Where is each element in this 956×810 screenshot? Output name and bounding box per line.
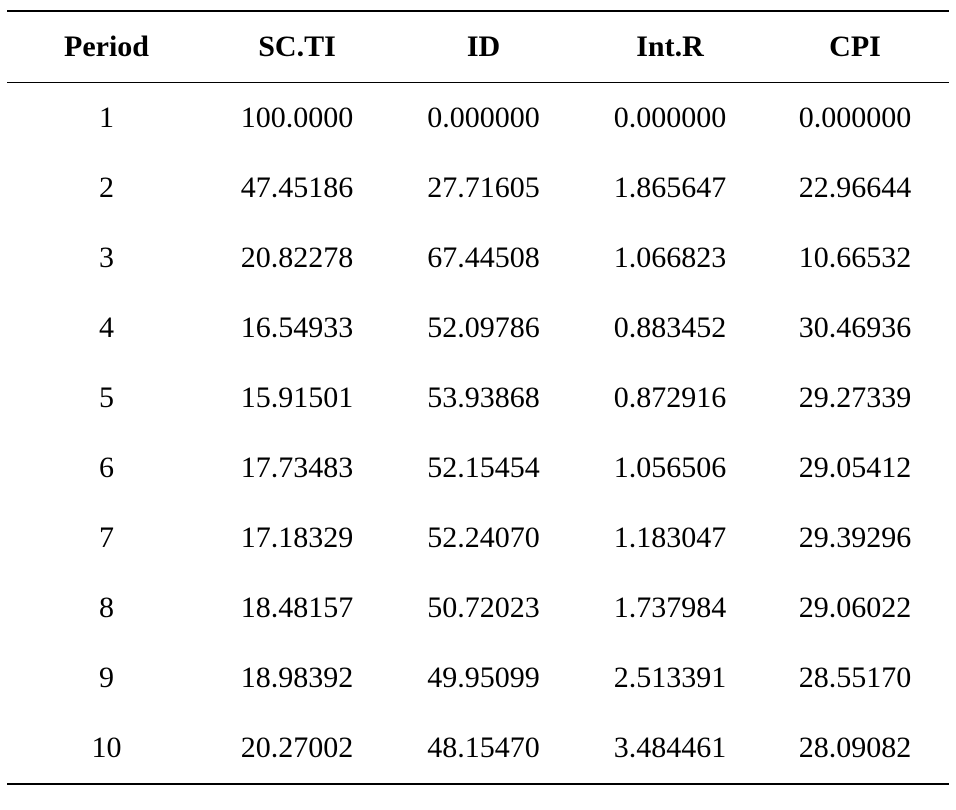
table-row: 5 15.91501 53.93868 0.872916 29.27339 — [7, 363, 949, 433]
cell-period: 8 — [99, 591, 114, 624]
cell-period: 5 — [99, 381, 114, 414]
cell-id: 67.44508 — [427, 241, 540, 274]
cell-id: 50.72023 — [427, 591, 540, 624]
cell-period: 1 — [99, 101, 114, 134]
table-row: 8 18.48157 50.72023 1.737984 29.06022 — [7, 573, 949, 643]
header-int-r: Int.R — [636, 30, 704, 63]
cell-period: 3 — [99, 241, 114, 274]
cell-int-r: 0.000000 — [613, 101, 727, 134]
cell-int-r: 1.066823 — [613, 241, 727, 274]
cell-id: 49.95099 — [427, 661, 540, 694]
header-row: Period SC.TI ID Int.R CPI — [7, 11, 949, 83]
cell-period: 4 — [99, 311, 114, 344]
table-row: 9 18.98392 49.95099 2.513391 28.55170 — [7, 643, 949, 713]
cell-sc-ti: 17.73483 — [240, 451, 354, 484]
header-id: ID — [466, 30, 501, 63]
cell-sc-ti: 18.98392 — [240, 661, 354, 694]
cell-period: 6 — [99, 451, 114, 484]
cell-sc-ti: 15.91501 — [240, 381, 354, 414]
cell-cpi: 29.06022 — [798, 591, 912, 624]
cell-cpi: 22.96644 — [798, 171, 912, 204]
cell-cpi: 29.39296 — [798, 521, 912, 554]
cell-int-r: 2.513391 — [613, 661, 727, 694]
cell-sc-ti: 18.48157 — [240, 591, 354, 624]
header-sc-ti: SC.TI — [258, 30, 336, 63]
variance-decomposition-table: Period SC.TI ID Int.R CPI 1 100.0000 0.0… — [7, 10, 949, 785]
header-period: Period — [64, 30, 149, 63]
cell-int-r: 3.484461 — [613, 731, 727, 764]
cell-int-r: 0.872916 — [613, 381, 727, 414]
cell-int-r: 1.056506 — [613, 451, 727, 484]
cell-period: 7 — [99, 521, 114, 554]
cell-sc-ti: 20.82278 — [240, 241, 354, 274]
cell-sc-ti: 47.45186 — [240, 171, 354, 204]
cell-period: 9 — [99, 661, 114, 694]
cell-int-r: 1.737984 — [613, 591, 727, 624]
cell-cpi: 0.000000 — [798, 101, 912, 134]
cell-id: 52.09786 — [427, 311, 540, 344]
cell-id: 53.93868 — [427, 381, 540, 414]
data-table-container: Period SC.TI ID Int.R CPI 1 100.0000 0.0… — [7, 10, 949, 785]
table-row: 7 17.18329 52.24070 1.183047 29.39296 — [7, 503, 949, 573]
cell-cpi: 29.05412 — [798, 451, 912, 484]
cell-id: 52.24070 — [427, 521, 540, 554]
cell-int-r: 1.865647 — [613, 171, 727, 204]
table-row: 4 16.54933 52.09786 0.883452 30.46936 — [7, 293, 949, 363]
table-row: 6 17.73483 52.15454 1.056506 29.05412 — [7, 433, 949, 503]
cell-sc-ti: 17.18329 — [240, 521, 354, 554]
table-row: 1 100.0000 0.000000 0.000000 0.000000 — [7, 83, 949, 154]
table-row: 2 47.45186 27.71605 1.865647 22.96644 — [7, 153, 949, 223]
cell-sc-ti: 16.54933 — [240, 311, 354, 344]
cell-cpi: 10.66532 — [798, 241, 912, 274]
table-header: Period SC.TI ID Int.R CPI — [7, 11, 949, 83]
table-row: 3 20.82278 67.44508 1.066823 10.66532 — [7, 223, 949, 293]
cell-int-r: 1.183047 — [613, 521, 727, 554]
cell-id: 48.15470 — [427, 731, 540, 764]
cell-id: 27.71605 — [427, 171, 540, 204]
cell-int-r: 0.883452 — [613, 311, 727, 344]
cell-cpi: 29.27339 — [798, 381, 912, 414]
cell-sc-ti: 100.0000 — [240, 101, 354, 134]
cell-cpi: 28.55170 — [798, 661, 912, 694]
cell-id: 0.000000 — [427, 101, 540, 134]
header-cpi: CPI — [829, 30, 881, 63]
table-body: 1 100.0000 0.000000 0.000000 0.000000 2 … — [7, 83, 949, 784]
cell-period: 2 — [99, 171, 114, 204]
cell-cpi: 30.46936 — [798, 311, 912, 344]
cell-sc-ti: 20.27002 — [240, 731, 354, 764]
cell-cpi: 28.09082 — [798, 731, 912, 764]
table-row: 10 20.27002 48.15470 3.484461 28.09082 — [7, 713, 949, 784]
cell-id: 52.15454 — [427, 451, 540, 484]
cell-period: 10 — [91, 731, 122, 764]
